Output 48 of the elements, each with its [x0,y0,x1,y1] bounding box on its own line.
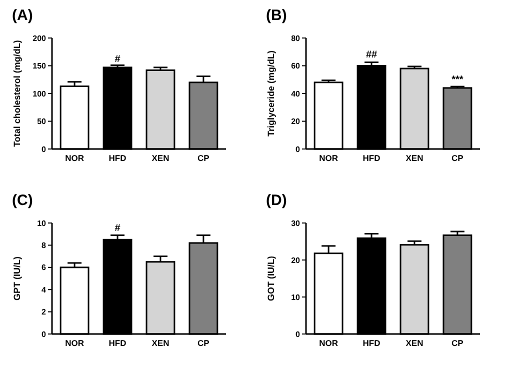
x-tick-label: CP [452,338,464,348]
annotation: ## [366,49,378,60]
x-tick-label: CP [452,153,464,163]
x-tick-label: NOR [65,338,84,348]
y-axis-title: GPT (IU/L) [12,256,22,300]
x-tick-label: NOR [319,153,338,163]
y-tick-label: 20 [291,117,301,126]
y-axis-title: Triglyceride (mg/dL) [266,50,276,137]
x-tick-label: CP [198,153,210,163]
chart-title: (A) [12,7,33,24]
x-tick-label: XEN [406,153,424,163]
y-tick-label: 0 [42,330,47,339]
y-tick-label: 150 [32,62,47,71]
y-tick-label: 0 [296,144,301,154]
x-tick-label: HFD [108,338,126,348]
x-tick-label: HFD [362,153,380,163]
y-tick-label: 100 [32,89,47,98]
annotation: # [114,222,121,234]
y-tick-label: 10 [37,218,47,228]
y-tick-label: 50 [37,117,47,126]
y-tick-label: 10 [291,292,301,302]
annotation: *** [452,74,464,86]
x-tick-label: XEN [152,153,170,163]
y-tick-label: 60 [291,62,301,71]
y-tick-label: 6 [42,263,47,272]
y-tick-label: 8 [42,241,47,250]
chart-title: (B) [266,7,287,24]
chart-title: (C) [12,192,33,209]
chart-title: (D) [266,192,287,209]
x-tick-label: NOR [319,338,338,348]
y-axis-title: GOT (IU/L) [266,256,276,301]
x-tick-label: HFD [108,153,126,163]
x-tick-label: XEN [152,338,170,348]
x-tick-label: HFD [362,338,380,348]
y-tick-label: 0 [296,330,301,339]
y-tick-label: 80 [291,34,301,43]
y-tick-label: 2 [42,308,47,317]
y-tick-label: 30 [291,218,301,228]
x-tick-label: CP [198,338,210,348]
annotation: # [114,54,121,65]
x-tick-label: NOR [65,153,84,163]
y-tick-label: 200 [32,34,47,43]
y-tick-label: 4 [42,285,47,294]
y-axis-title: Total cholesterol (mg/dL) [12,40,22,147]
y-tick-label: 20 [291,256,301,265]
x-tick-label: XEN [406,338,424,348]
y-tick-label: 40 [291,89,301,98]
y-tick-label: 0 [42,144,47,154]
